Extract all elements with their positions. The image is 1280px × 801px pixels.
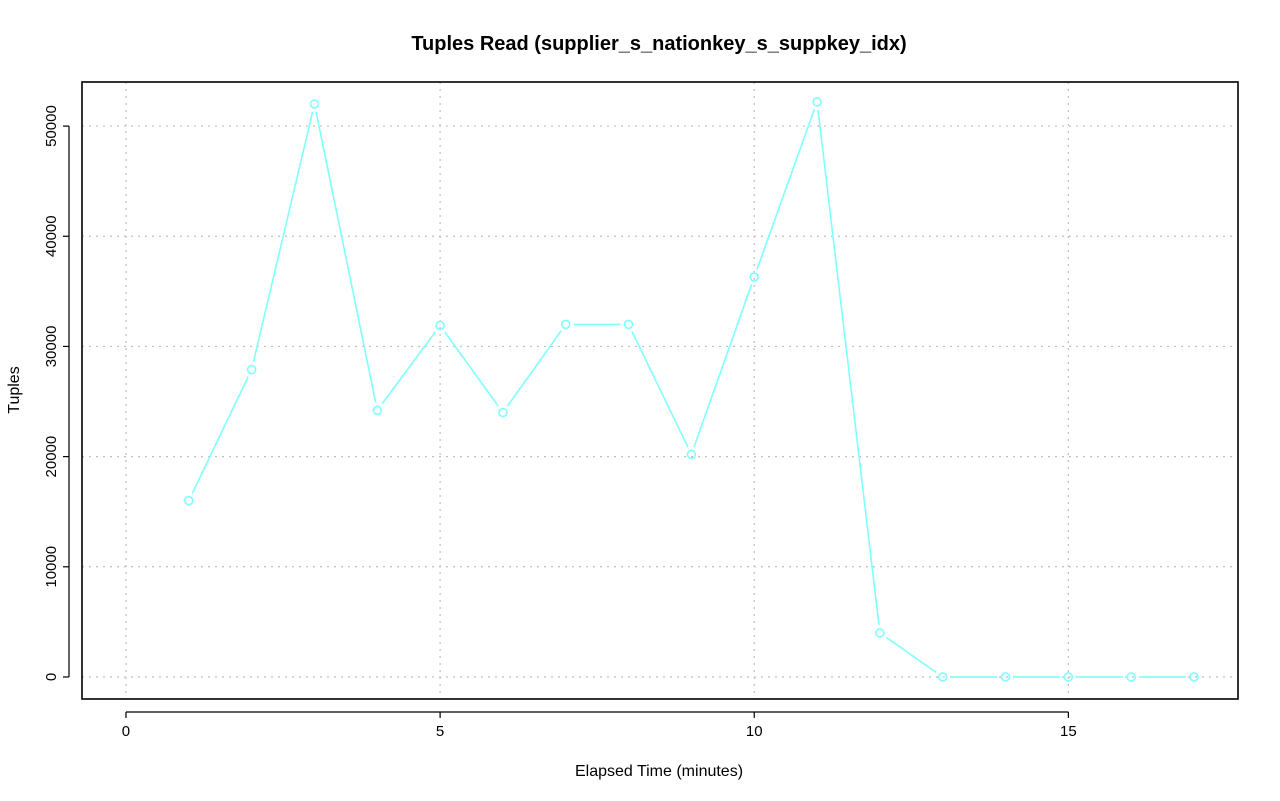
series-line-segment: [444, 331, 499, 407]
plot-frame: [81, 81, 1239, 700]
x-tick-label: 0: [122, 723, 130, 740]
y-axis-label: Tuples: [6, 366, 23, 413]
series-line-segment: [252, 111, 314, 362]
series-line-segment: [381, 331, 436, 405]
data-point: [1063, 672, 1074, 682]
data-point: [875, 628, 885, 638]
series-line-segment: [191, 376, 249, 494]
series-line-segment: [693, 284, 753, 448]
y-tick-label: 30000: [43, 326, 60, 368]
data-point: [560, 319, 571, 330]
x-tick-label: 10: [746, 723, 763, 740]
y-tick-label: 0: [43, 673, 60, 681]
data-point: [1000, 672, 1011, 682]
x-tick-label: 5: [436, 723, 444, 740]
y-tick-label: 40000: [43, 215, 60, 257]
x-tick-label: 15: [1060, 723, 1077, 740]
data-point: [937, 672, 948, 682]
data-point: [498, 407, 508, 418]
series-line-segment: [885, 636, 937, 674]
y-tick-label: 10000: [43, 546, 60, 588]
axes: 0 5 10 15 0 10000 20000 30000 40000 50000: [43, 105, 1077, 740]
data-point: [184, 495, 194, 506]
chart-title: Tuples Read (supplier_s_nationkey_s_supp…: [411, 33, 906, 55]
data-point: [1189, 672, 1199, 682]
series-line-segment: [631, 331, 689, 448]
data-point: [435, 320, 445, 331]
series-line-segment: [756, 109, 816, 270]
data-point: [686, 449, 697, 460]
series-line-segment: [817, 109, 880, 626]
data-point: [372, 405, 383, 416]
grid: [82, 82, 1238, 699]
series-line-segment: [315, 111, 377, 403]
series-line-segment: [506, 330, 562, 407]
y-tick-label: 20000: [43, 436, 60, 478]
data-point: [623, 319, 634, 330]
x-axis-label: Elapsed Time (minutes): [575, 763, 743, 780]
data-point: [309, 99, 320, 109]
y-tick-label: 50000: [43, 105, 60, 147]
data-point: [812, 97, 822, 107]
data-point: [246, 364, 257, 375]
series: [184, 97, 1199, 682]
data-point: [1126, 672, 1136, 682]
data-point: [749, 272, 760, 282]
